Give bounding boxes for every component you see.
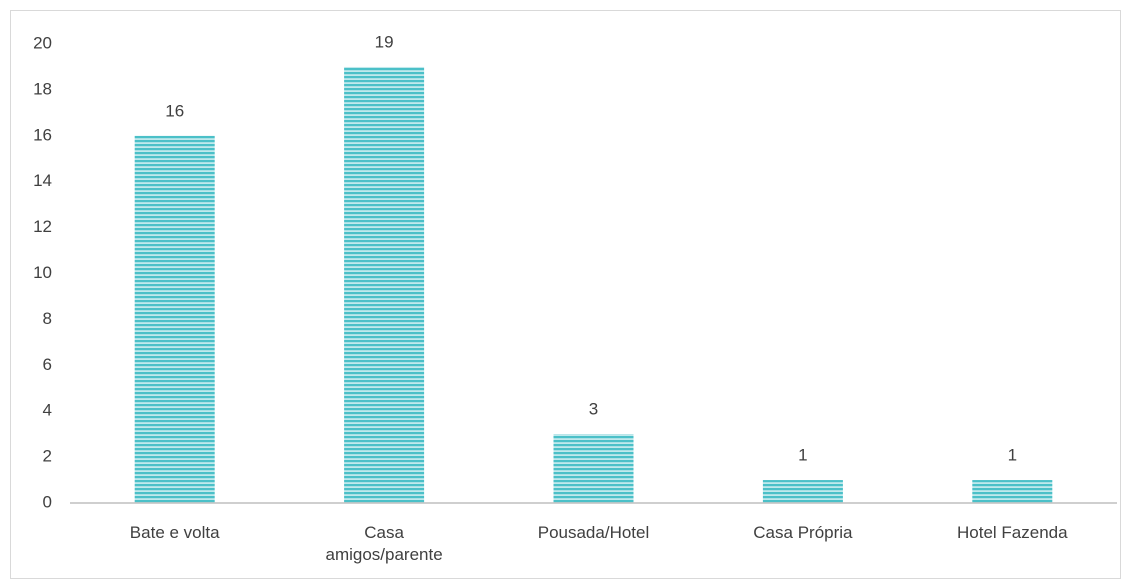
bar xyxy=(553,434,634,503)
data-label: 1 xyxy=(798,446,807,465)
bar xyxy=(134,135,215,504)
data-label: 16 xyxy=(165,101,184,120)
data-label: 1 xyxy=(1008,446,1017,465)
chart-border xyxy=(10,10,1121,579)
bar xyxy=(762,480,843,503)
y-tick-label: 0 xyxy=(43,492,52,511)
bar xyxy=(344,66,425,503)
x-tick-label: Casa Própria xyxy=(753,523,853,542)
y-tick-label: 4 xyxy=(43,401,52,420)
bar xyxy=(972,480,1053,503)
x-tick-label: Pousada/Hotel xyxy=(537,523,650,542)
y-tick-label: 2 xyxy=(43,447,52,466)
y-tick-label: 6 xyxy=(43,355,52,374)
x-tick-label: Hotel Fazenda xyxy=(957,523,1068,542)
y-tick-label: 20 xyxy=(33,33,52,52)
y-tick-label: 16 xyxy=(33,125,52,144)
y-tick-label: 12 xyxy=(33,217,52,236)
y-tick-label: 10 xyxy=(33,263,52,282)
x-tick-label: Bate e volta xyxy=(129,523,220,542)
y-tick-label: 8 xyxy=(43,309,52,328)
y-tick-label: 18 xyxy=(33,79,52,98)
data-label: 3 xyxy=(589,400,598,419)
x-tick-label: Casa amigos/parente xyxy=(325,523,443,564)
y-tick-label: 14 xyxy=(33,171,52,190)
data-label: 19 xyxy=(375,32,394,51)
